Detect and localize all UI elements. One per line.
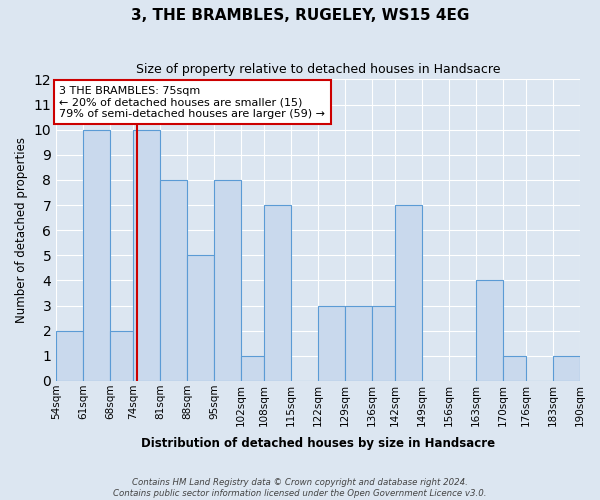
Bar	[553, 356, 580, 381]
Text: Contains HM Land Registry data © Crown copyright and database right 2024.
Contai: Contains HM Land Registry data © Crown c…	[113, 478, 487, 498]
Text: 3 THE BRAMBLES: 75sqm
← 20% of detached houses are smaller (15)
79% of semi-deta: 3 THE BRAMBLES: 75sqm ← 20% of detached …	[59, 86, 325, 119]
Bar	[56, 330, 83, 381]
Bar	[345, 306, 372, 381]
Bar	[372, 306, 395, 381]
Bar	[395, 205, 422, 381]
Bar	[264, 205, 291, 381]
Bar	[110, 330, 133, 381]
Bar	[133, 130, 160, 381]
Title: Size of property relative to detached houses in Handsacre: Size of property relative to detached ho…	[136, 62, 500, 76]
Bar	[318, 306, 345, 381]
Bar	[476, 280, 503, 381]
Bar	[214, 180, 241, 381]
Bar	[187, 256, 214, 381]
Bar	[160, 180, 187, 381]
Bar	[83, 130, 110, 381]
Bar	[503, 356, 526, 381]
Text: 3, THE BRAMBLES, RUGELEY, WS15 4EG: 3, THE BRAMBLES, RUGELEY, WS15 4EG	[131, 8, 469, 22]
Bar	[241, 356, 264, 381]
Y-axis label: Number of detached properties: Number of detached properties	[15, 137, 28, 323]
X-axis label: Distribution of detached houses by size in Handsacre: Distribution of detached houses by size …	[141, 437, 495, 450]
